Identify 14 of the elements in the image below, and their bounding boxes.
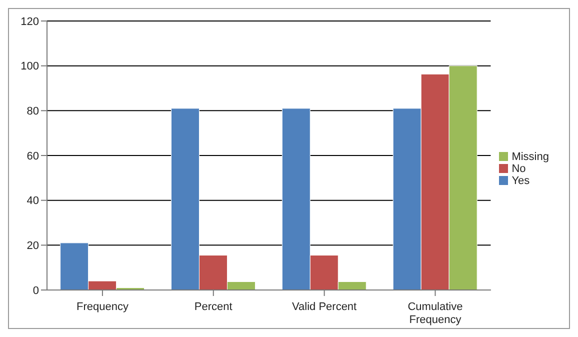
x-tick-label: Valid Percent — [292, 301, 357, 313]
x-tick-label: Frequency — [76, 301, 129, 313]
y-tick-label: 80 — [26, 106, 39, 118]
y-tick-label: 60 — [26, 150, 39, 162]
y-tick-label: 100 — [20, 60, 39, 73]
legend-label: Yes — [512, 174, 530, 186]
legend-label: No — [512, 162, 526, 174]
y-tick-label: 0 — [32, 284, 39, 297]
x-tick-label: Percent — [194, 301, 232, 313]
y-tick-label: 120 — [20, 16, 39, 28]
y-tick-label: 20 — [26, 240, 39, 252]
y-tick-label: 40 — [26, 195, 39, 208]
legend-label: Missing — [512, 150, 549, 162]
x-tick-label: Cumulative Frequency — [408, 301, 463, 326]
